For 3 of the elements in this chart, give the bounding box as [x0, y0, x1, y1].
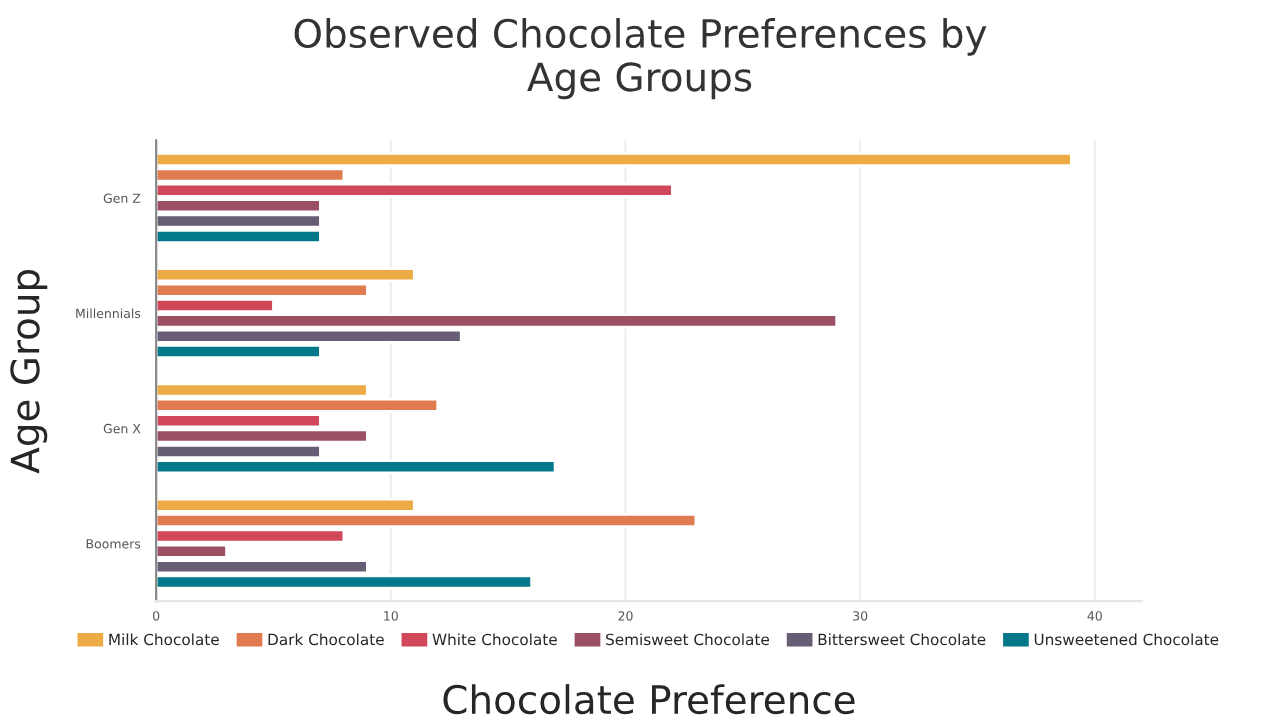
x-axis-title: Chocolate Preference — [443, 684, 855, 715]
chart-title: Observed Chocolate Preferences by Age Groups — [294, 18, 987, 100]
y-axis-title: Age Group — [10, 269, 48, 474]
